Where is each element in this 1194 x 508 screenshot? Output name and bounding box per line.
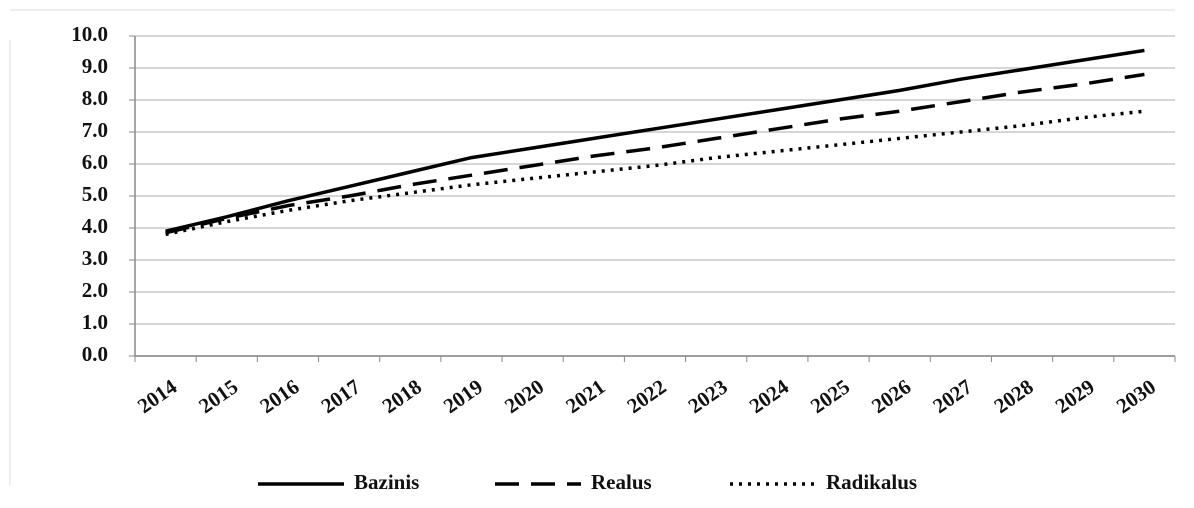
y-tick-label: 2.0 [82,278,108,302]
y-tick-label: 3.0 [82,246,108,270]
x-tick-label: 2023 [684,374,732,418]
legend-label: Radikalus [826,470,917,494]
y-tick-label: 8.0 [82,86,108,110]
x-tick-label: 2020 [500,374,548,418]
x-tick-label: 2026 [867,374,915,418]
x-tick-label: 2018 [378,374,426,418]
x-tick-label: 2014 [133,374,182,418]
series-line [165,48,1145,233]
legend-label: Realus [591,470,652,494]
x-tick-label: 2019 [439,374,487,418]
y-tick-label: 5.0 [82,182,108,206]
y-tick-label: 0.0 [82,342,108,366]
x-tick-label: 2022 [622,374,670,418]
x-tick-label: 2027 [928,374,976,418]
x-tick-label: 2028 [990,374,1038,418]
x-tick-label: 2017 [317,374,365,418]
y-tick-label: 7.0 [82,118,108,142]
x-tick-label: 2024 [745,374,794,418]
legend-label: Bazinis [354,470,419,494]
y-tick-label: 9.0 [82,54,108,78]
x-tick-label: 2025 [806,374,854,418]
x-tick-label: 2030 [1112,374,1160,418]
y-tick-label: 6.0 [82,150,108,174]
x-tick-label: 2021 [561,374,609,418]
y-tick-label: 4.0 [82,214,108,238]
y-tick-label: 10.0 [71,22,108,46]
series-line [165,72,1145,235]
x-tick-label: 2015 [194,374,242,418]
y-tick-label: 1.0 [82,310,108,334]
x-tick-label: 2029 [1051,374,1099,418]
x-tick-label: 2016 [255,374,303,418]
